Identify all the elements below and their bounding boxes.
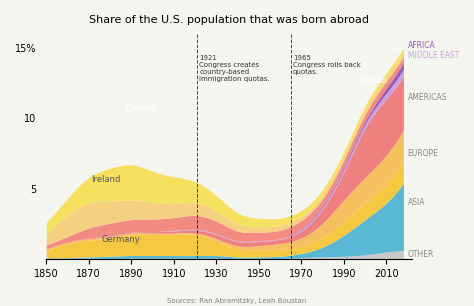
- Text: Sources: Ran Abramitzky, Leah Boustan: Sources: Ran Abramitzky, Leah Boustan: [167, 298, 307, 304]
- Text: Canada: Canada: [126, 104, 158, 114]
- Text: AFRICA: AFRICA: [408, 41, 436, 50]
- Text: EUROPE: EUROPE: [408, 149, 438, 158]
- Text: Germany: Germany: [101, 235, 140, 244]
- Text: AMERICAS: AMERICAS: [408, 93, 447, 102]
- Text: Mexico: Mexico: [357, 76, 386, 85]
- Title: Share of the U.S. population that was born abroad: Share of the U.S. population that was bo…: [89, 15, 369, 25]
- Text: MIDDLE EAST: MIDDLE EAST: [408, 51, 459, 60]
- Text: OTHER: OTHER: [408, 250, 434, 259]
- Text: Ireland: Ireland: [91, 175, 120, 184]
- Text: ASIA: ASIA: [408, 198, 425, 207]
- Text: 1921
Congress creates
country-based
immigration quotas.: 1921 Congress creates country-based immi…: [199, 55, 270, 82]
- Text: 1965
Congress rolls back
quotas.: 1965 Congress rolls back quotas.: [293, 55, 361, 75]
